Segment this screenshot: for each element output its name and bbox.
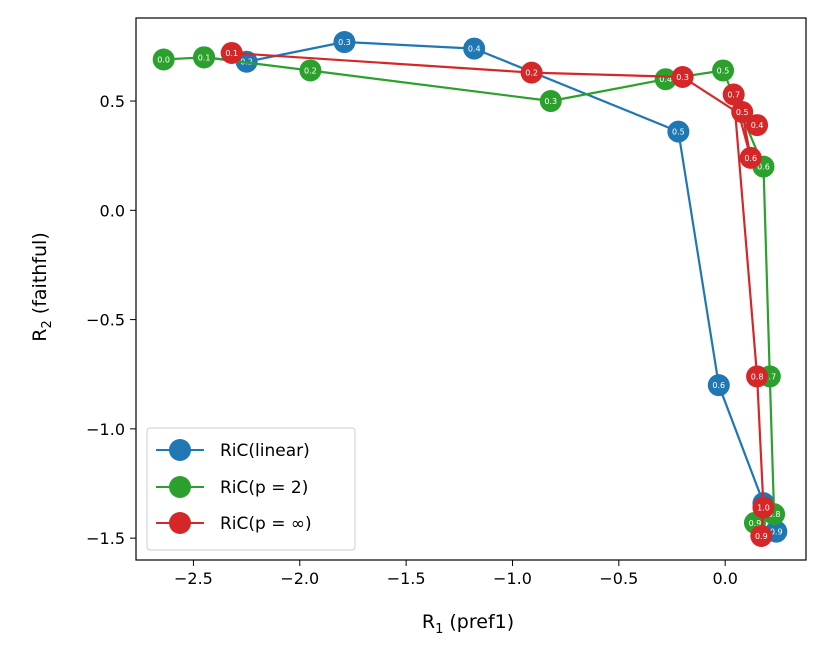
legend: RiC(linear) RiC(p = 2) RiC(p = ∞) [146,427,356,551]
y-tick-label: 0.0 [100,201,125,220]
x-tick-label: −0.5 [599,569,638,588]
legend-item-pinf: RiC(p = ∞) [156,512,312,534]
data-point-label: 0.6 [744,154,757,163]
data-point-label: 0.7 [727,90,740,99]
x-tick-label: −1.5 [387,569,426,588]
data-point-label: 0.9 [770,528,783,537]
data-point-label: 0.2 [525,69,538,78]
y-tick-label: −0.5 [86,311,125,330]
x-tick-label: −2.5 [174,569,213,588]
data-point-label: 0.6 [757,163,770,172]
data-point [463,37,486,60]
data-point [539,90,562,113]
legend-label-p2: RiC(p = 2) [220,478,308,498]
data-point-label: 0.9 [755,532,768,541]
series-line [203,40,778,533]
data-point-label: 0.5 [717,66,730,75]
x-tick-label: −2.0 [280,569,319,588]
series-2: 0.10.2 0.30.40.50.60.70.81.00.9 [220,41,775,547]
data-point-label: 1.0 [757,504,770,513]
plot-frame [135,17,807,561]
data-point [746,114,769,137]
data-point [654,68,677,91]
data-point [750,524,773,547]
y-tick-label: −1.0 [86,420,125,439]
legend-marker-linear [169,439,191,461]
legend-marker-pinf [169,512,191,534]
data-point [299,59,322,82]
legend-box [146,427,356,551]
data-point [746,365,769,388]
legend-label-linear: RiC(linear) [220,441,310,461]
series-line [163,56,776,524]
data-point [739,146,762,169]
data-point-label: 0.3 [676,73,689,82]
data-point-label: 0.4 [751,121,764,130]
legend-item-linear: RiC(linear) [156,439,310,461]
data-point [731,100,754,123]
data-point-label: 0.4 [659,75,672,84]
data-point [333,31,356,54]
data-point [193,46,216,69]
data-point-label: 0.1 [225,49,238,58]
data-point-label: 0.5 [736,108,749,117]
data-point [712,59,735,82]
y-tick-label: 0.5 [100,92,125,111]
x-tick-label: 0.0 [712,569,737,588]
data-point-label: 0.9 [749,519,762,528]
data-point-label: 0.8 [768,510,781,519]
data-point-label: 0.6 [712,381,725,390]
series-line [231,51,765,537]
data-point-label: 0.1 [198,53,211,62]
data-point [152,48,175,71]
data-point [671,66,694,89]
data-point [707,374,730,397]
data-point [220,41,243,64]
data-point-label: 0.8 [751,372,764,381]
data-point-label: 0.5 [672,128,685,137]
data-point-label: 0.3 [544,97,557,106]
y-tick-label: −1.5 [86,529,125,548]
data-point-label: 0.2 [304,66,317,75]
data-point-label: 0.7 [763,372,776,381]
data-point-label: 0.3 [338,38,351,47]
legend-item-p2: RiC(p = 2) [156,476,308,498]
data-point-label: 0.4 [468,45,481,54]
data-point [752,496,775,519]
data-point-label: 0.0 [157,56,170,65]
axis-ticks: −2.5 −2.0 −1.5 −1.0 −0.5 0.0 −1.5 −1.0 −0.5 0.0 0.… [86,92,738,588]
data-point [667,120,690,143]
data-point [520,61,543,84]
legend-label-pinf: RiC(p = ∞) [220,514,312,534]
data-point [722,83,745,106]
series-1: 0.0 0.10.20.30.40.50.60.70.80.9 [152,46,786,534]
plot-series: 0.10.20.30.40.50.60.70.80.90.00.10.20.30… [152,31,788,547]
legend-marker-p2 [169,476,191,498]
x-tick-label: −1.0 [493,569,532,588]
